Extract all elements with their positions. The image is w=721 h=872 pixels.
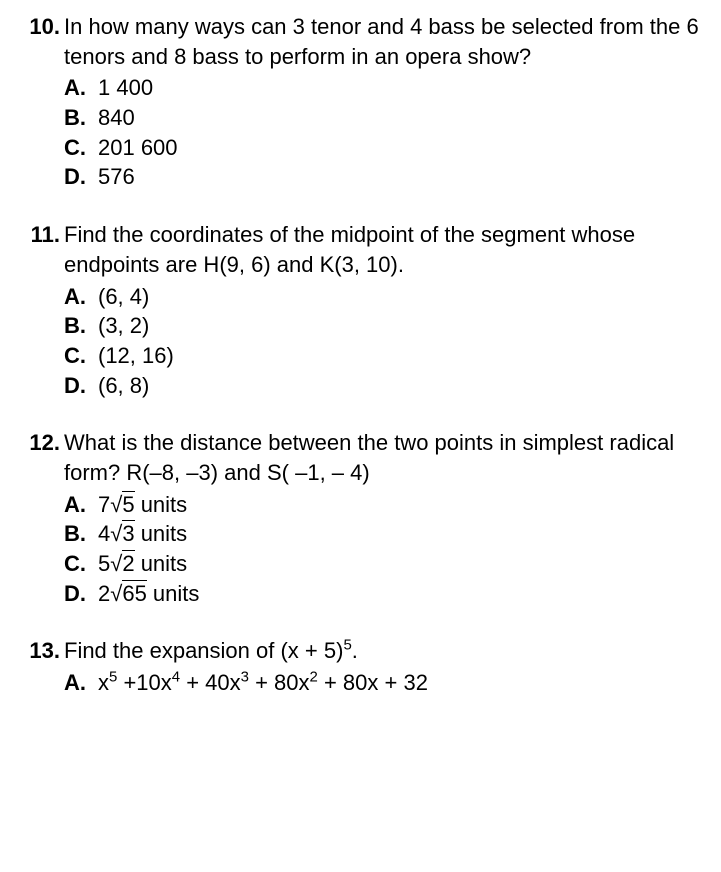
polynomial: x5 +10x4 + 40x3 + 80x2 + 80x + 32	[98, 670, 428, 695]
option-letter: C.	[64, 133, 98, 163]
option-a: A. (6, 4)	[64, 282, 703, 312]
units-suffix: units	[147, 581, 200, 606]
option-text: 2√65 units	[98, 579, 199, 609]
radicand: 2	[122, 550, 134, 576]
option-letter: D.	[64, 162, 98, 192]
units-suffix: units	[135, 551, 188, 576]
units-suffix: units	[135, 492, 188, 517]
option-letter: A.	[64, 282, 98, 312]
option-text: 576	[98, 162, 135, 192]
option-text: 7√5 units	[98, 490, 187, 520]
coef: 5	[98, 551, 110, 576]
option-text: 840	[98, 103, 135, 133]
option-c: C. 5√2 units	[64, 549, 703, 579]
question-text: In how many ways can 3 tenor and 4 bass …	[64, 12, 703, 71]
coef: 4	[98, 521, 110, 546]
option-letter: B.	[64, 103, 98, 133]
option-b: B. 4√3 units	[64, 519, 703, 549]
question-text: Find the coordinates of the midpoint of …	[64, 220, 703, 279]
radicand: 5	[122, 491, 134, 517]
option-a: A. 1 400	[64, 73, 703, 103]
option-b: B. (3, 2)	[64, 311, 703, 341]
question-11: 11. Find the coordinates of the midpoint…	[18, 220, 703, 400]
option-letter: A.	[64, 73, 98, 103]
question-10: 10. In how many ways can 3 tenor and 4 b…	[18, 12, 703, 192]
option-letter: B.	[64, 311, 98, 341]
question-number: 12.	[18, 428, 60, 458]
question-text-pre: Find the expansion of (x + 5)	[64, 638, 343, 663]
option-letter: A.	[64, 668, 98, 698]
option-text: (6, 8)	[98, 371, 149, 401]
units-suffix: units	[135, 521, 188, 546]
radicand: 3	[122, 520, 134, 546]
option-b: B. 840	[64, 103, 703, 133]
option-text: (12, 16)	[98, 341, 174, 371]
coef: 7	[98, 492, 110, 517]
option-letter: D.	[64, 579, 98, 609]
option-c: C. (12, 16)	[64, 341, 703, 371]
option-text: 1 400	[98, 73, 153, 103]
option-d: D. (6, 8)	[64, 371, 703, 401]
option-text: (3, 2)	[98, 311, 149, 341]
option-text: x5 +10x4 + 40x3 + 80x2 + 80x + 32	[98, 668, 428, 698]
option-c: C. 201 600	[64, 133, 703, 163]
option-d: D. 2√65 units	[64, 579, 703, 609]
option-a: A. x5 +10x4 + 40x3 + 80x2 + 80x + 32	[64, 668, 703, 698]
option-letter: C.	[64, 341, 98, 371]
question-12: 12. What is the distance between the two…	[18, 428, 703, 608]
question-text-post: .	[352, 638, 358, 663]
options-list: A. 1 400 B. 840 C. 201 600 D. 576	[64, 73, 703, 192]
options-list: A. (6, 4) B. (3, 2) C. (12, 16) D. (6, 8…	[64, 282, 703, 401]
coef: 2	[98, 581, 110, 606]
option-text: 5√2 units	[98, 549, 187, 579]
question-13: 13. Find the expansion of (x + 5)5. A. x…	[18, 636, 703, 697]
question-number: 11.	[18, 220, 60, 250]
option-letter: A.	[64, 490, 98, 520]
option-text: 201 600	[98, 133, 178, 163]
option-d: D. 576	[64, 162, 703, 192]
option-a: A. 7√5 units	[64, 490, 703, 520]
options-list: A. 7√5 units B. 4√3 units C. 5√2 units D…	[64, 490, 703, 609]
option-letter: D.	[64, 371, 98, 401]
option-letter: B.	[64, 519, 98, 549]
radicand: 65	[122, 580, 146, 606]
question-text: Find the expansion of (x + 5)5.	[64, 636, 703, 666]
options-list: A. x5 +10x4 + 40x3 + 80x2 + 80x + 32	[64, 668, 703, 698]
question-number: 10.	[18, 12, 60, 42]
option-text: (6, 4)	[98, 282, 149, 312]
option-letter: C.	[64, 549, 98, 579]
question-text: What is the distance between the two poi…	[64, 428, 703, 487]
question-number: 13.	[18, 636, 60, 666]
question-text-sup: 5	[343, 637, 351, 654]
option-text: 4√3 units	[98, 519, 187, 549]
